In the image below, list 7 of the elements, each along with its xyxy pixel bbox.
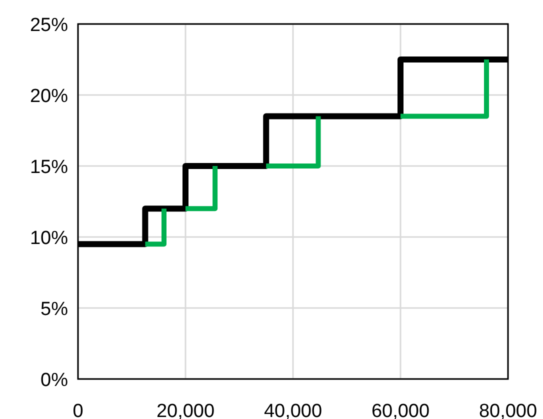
y-tick-label: 10% [30, 228, 68, 249]
y-tick-label: 0% [40, 370, 68, 391]
y-tick-label: 20% [30, 86, 68, 107]
y-tick-label: 5% [40, 299, 68, 320]
y-tick-label: 25% [30, 15, 68, 36]
x-tick-label: 0 [72, 401, 84, 419]
y-tick-label: 15% [30, 157, 68, 178]
